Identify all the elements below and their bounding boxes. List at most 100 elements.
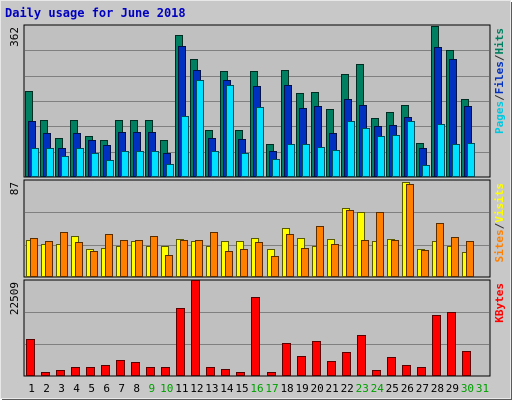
x-tick-label-day-14: 14 (220, 382, 234, 395)
bar-kbytes-day-12 (191, 280, 200, 376)
x-tick-label-day-17: 17 (265, 382, 278, 395)
bar-sites-day-14 (225, 251, 233, 277)
bar-kbytes-day-29 (447, 312, 456, 376)
x-tick-label-day-28: 28 (431, 382, 444, 395)
bar-kbytes-day-7 (116, 360, 125, 376)
right-label-pages-files-hits: Pages/Files/Hits (493, 28, 506, 134)
bar-kbytes-day-16 (251, 297, 260, 376)
bar-kbytes-day-21 (327, 361, 336, 376)
x-tick-label-day-19: 19 (295, 382, 308, 395)
right-label-part: / (493, 222, 506, 229)
bar-kbytes-day-17 (267, 372, 276, 376)
right-label-sites-visits: Sites/Visits (493, 183, 506, 263)
bar-sites-day-22 (346, 210, 354, 277)
bar-pages-day-16 (256, 107, 264, 177)
bar-pages-day-27 (422, 165, 430, 177)
bar-sites-day-1 (30, 238, 38, 277)
x-tick-label-day-7: 7 (118, 382, 125, 395)
x-tick-label-day-13: 13 (205, 382, 218, 395)
bar-pages-day-20 (317, 147, 325, 177)
bar-sites-day-16 (255, 242, 263, 277)
x-tick-label-day-27: 27 (416, 382, 429, 395)
x-tick-label-day-3: 3 (58, 382, 65, 395)
bar-kbytes-day-18 (282, 343, 291, 376)
bar-pages-day-18 (287, 144, 295, 177)
y-max-label-pages-files-hits: 362 (8, 27, 21, 47)
bar-sites-day-19 (301, 248, 309, 277)
bar-kbytes-day-28 (432, 315, 441, 376)
bar-kbytes-day-26 (402, 365, 411, 376)
bar-pages-day-25 (392, 135, 400, 177)
x-tick-label-day-1: 1 (28, 382, 35, 395)
bar-sites-day-7 (120, 240, 128, 277)
bar-pages-day-24 (377, 136, 385, 177)
bar-pages-day-12 (196, 80, 204, 177)
bar-sites-day-6 (105, 234, 113, 277)
bar-pages-day-6 (106, 160, 114, 177)
bar-pages-day-3 (61, 156, 69, 177)
bar-kbytes-day-2 (41, 372, 50, 376)
right-label-part: Files (493, 61, 506, 94)
bar-kbytes-day-5 (86, 367, 95, 376)
bar-kbytes-day-23 (357, 335, 366, 376)
bar-kbytes-day-8 (131, 362, 140, 376)
bar-sites-day-2 (45, 241, 53, 277)
bar-kbytes-day-13 (206, 367, 215, 376)
bar-sites-day-23 (361, 240, 369, 277)
bar-pages-day-8 (136, 151, 144, 177)
bar-sites-day-12 (195, 240, 203, 277)
bar-sites-day-13 (210, 232, 218, 277)
bar-kbytes-day-10 (161, 367, 170, 376)
bar-pages-day-5 (91, 153, 99, 177)
bar-sites-day-3 (60, 232, 68, 277)
bar-sites-day-27 (421, 250, 429, 277)
bar-sites-day-11 (180, 240, 188, 277)
x-tick-label-day-10: 10 (160, 382, 173, 395)
bar-sites-day-20 (316, 226, 324, 277)
right-label-part: Sites (493, 229, 506, 262)
bar-pages-day-19 (302, 144, 310, 177)
bar-sites-day-9 (150, 236, 158, 277)
bar-pages-day-21 (332, 150, 340, 177)
right-label-kbytes: KBytes (493, 283, 506, 323)
bar-sites-day-26 (406, 184, 414, 277)
bar-pages-day-28 (437, 124, 445, 177)
x-tick-label-day-21: 21 (326, 382, 339, 395)
bar-kbytes-day-1 (26, 339, 35, 376)
bar-sites-day-17 (271, 256, 279, 277)
bar-sites-day-5 (90, 251, 98, 277)
y-max-label-kbytes: 22509 (8, 282, 21, 315)
bar-pages-day-10 (166, 164, 174, 177)
bar-kbytes-day-9 (146, 367, 155, 376)
bar-kbytes-day-19 (297, 356, 306, 376)
y-max-label-sites-visits: 87 (8, 182, 21, 195)
x-tick-label-day-4: 4 (73, 382, 80, 395)
x-tick-label-day-24: 24 (371, 382, 385, 395)
x-tick-label-day-15: 15 (235, 382, 248, 395)
bar-pages-day-23 (362, 128, 370, 177)
bar-pages-day-4 (76, 148, 84, 177)
bar-sites-day-4 (75, 242, 83, 277)
bar-pages-day-29 (452, 144, 460, 177)
bar-kbytes-day-3 (56, 370, 65, 376)
x-tick-label-day-8: 8 (133, 382, 140, 395)
right-label-part: Visits (493, 183, 506, 223)
bar-sites-day-24 (376, 212, 384, 277)
bar-pages-day-9 (151, 151, 159, 177)
bar-kbytes-day-30 (462, 351, 471, 376)
bar-sites-day-25 (391, 240, 399, 277)
x-tick-label-day-26: 26 (401, 382, 414, 395)
x-tick-label-day-5: 5 (88, 382, 95, 395)
right-label-part: Pages (493, 101, 506, 134)
bar-sites-day-10 (165, 255, 173, 277)
bar-sites-day-15 (240, 249, 248, 277)
right-label-part: / (493, 94, 506, 101)
x-tick-label-day-22: 22 (341, 382, 354, 395)
bar-kbytes-day-24 (372, 370, 381, 376)
bar-pages-day-15 (241, 153, 249, 177)
bar-pages-day-14 (226, 85, 234, 177)
x-tick-label-day-29: 29 (446, 382, 459, 395)
bar-kbytes-day-4 (71, 367, 80, 376)
